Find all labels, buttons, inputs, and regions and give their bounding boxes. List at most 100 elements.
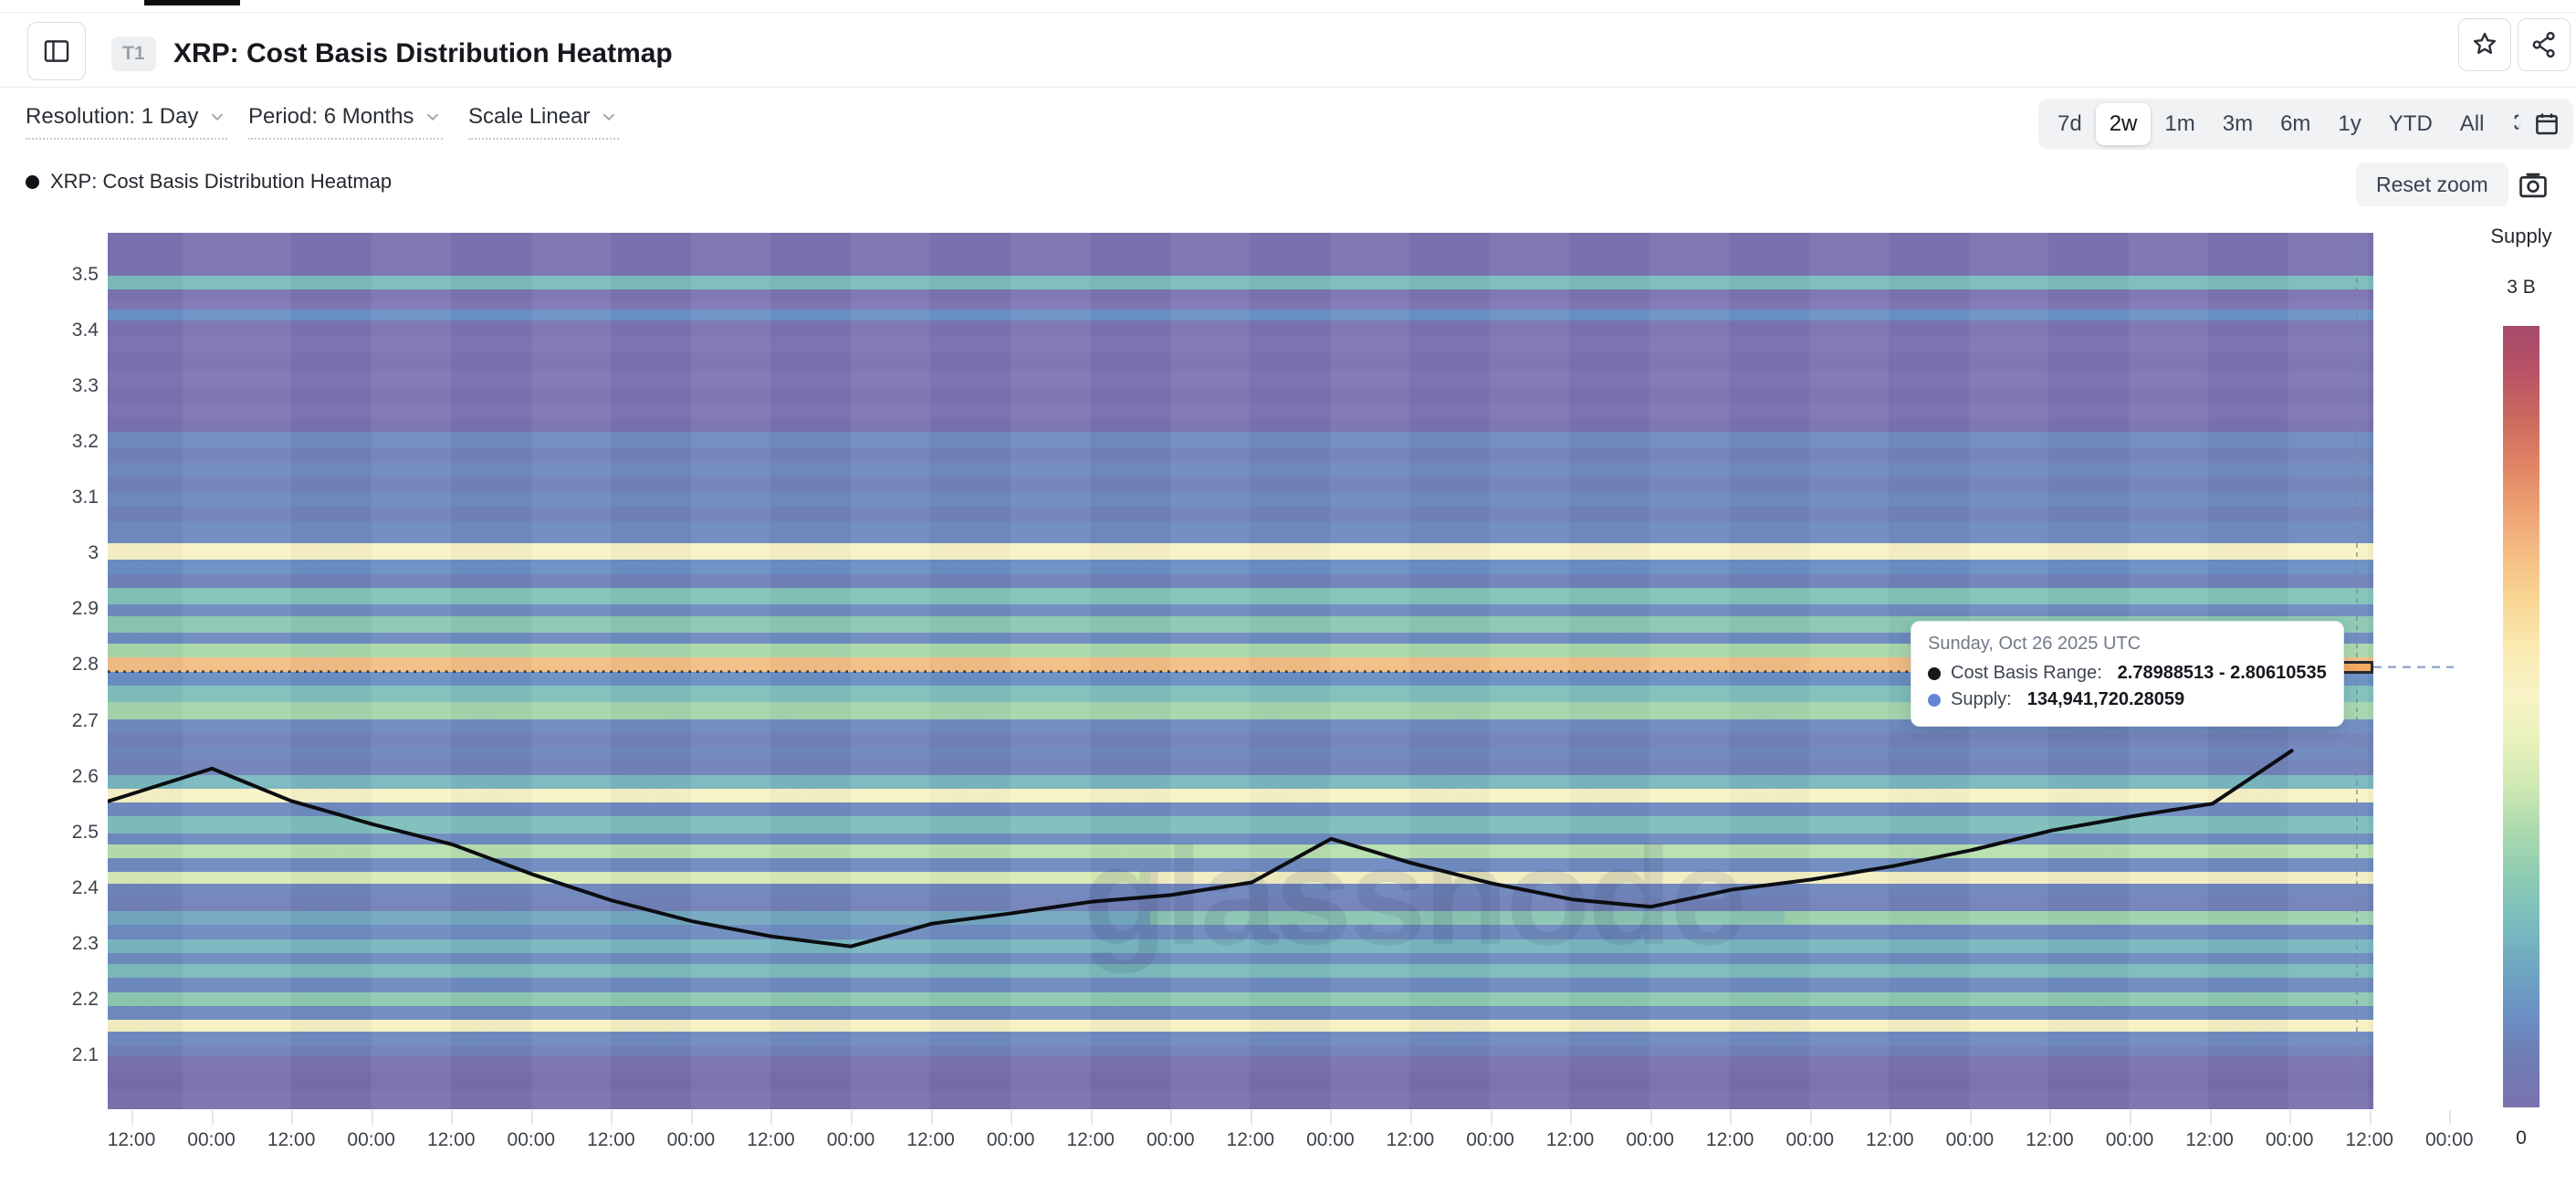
heatmap-band: [108, 289, 2373, 301]
sidebar-toggle-button[interactable]: [27, 22, 86, 80]
heatmap-band: [108, 476, 2373, 494]
tooltip-supply-label: Supply:: [1951, 689, 2012, 709]
y-axis-label: 2.7: [71, 709, 99, 731]
tooltip-supply-row: Supply: 134,941,720.28059: [1928, 687, 2327, 713]
panel-left-icon: [41, 36, 72, 67]
y-axis-label: 3.4: [71, 320, 99, 341]
series-label: XRP: Cost Basis Distribution Heatmap: [50, 170, 393, 193]
x-axis-tick: [131, 1110, 133, 1125]
y-axis-label: 2.2: [71, 988, 99, 1010]
heatmap-band: [108, 448, 2373, 463]
x-axis-tick: [1090, 1110, 1093, 1125]
x-axis-label: 00:00: [1626, 1129, 1674, 1150]
heatmap-band: [108, 560, 2373, 574]
x-axis-label: 12:00: [1545, 1129, 1595, 1150]
heatmap-band: [108, 802, 2373, 817]
range-ytd[interactable]: YTD: [2375, 103, 2446, 145]
heatmap-band: [108, 883, 2373, 897]
x-axis-label: 12:00: [747, 1129, 795, 1150]
y-axis-label: 2.9: [71, 598, 99, 620]
heatmap-band: [108, 747, 2373, 761]
scale-label: Scale Linear: [468, 104, 591, 129]
reset-zoom-button[interactable]: Reset zoom: [2356, 163, 2508, 206]
heatmap-band: [108, 671, 2373, 686]
heatmap-band: [108, 925, 2373, 939]
cost-basis-marker-icon: [1928, 666, 1941, 680]
y-axis-label: 3.2: [71, 431, 99, 453]
y-axis-label: 2.1: [71, 1043, 99, 1065]
star-icon: [2469, 29, 2500, 60]
x-axis-tick: [1570, 1110, 1573, 1125]
y-axis-label: 2.4: [71, 876, 99, 898]
colorbar-max-label: 3 B: [2507, 277, 2536, 298]
chart-tooltip: Sunday, Oct 26 2025 UTC Cost Basis Range…: [1911, 621, 2344, 727]
x-axis-label: 00:00: [1945, 1129, 1995, 1150]
heatmap-band: [108, 404, 2373, 418]
y-axis-label: 3.3: [71, 375, 99, 397]
heatmap-band: [108, 632, 2373, 645]
x-axis-tick: [1649, 1110, 1652, 1125]
x-axis-label: 12:00: [426, 1129, 476, 1150]
share-icon: [2529, 29, 2560, 60]
x-axis-tick: [371, 1110, 373, 1125]
favorite-button[interactable]: [2458, 18, 2511, 71]
heatmap-band: [108, 337, 2373, 354]
price-line: [108, 749, 2294, 949]
tooltip-cost-basis-row: Cost Basis Range: 2.78988513 - 2.8061053…: [1928, 660, 2327, 687]
heatmap-band: [108, 604, 2373, 616]
x-axis-label: 00:00: [826, 1129, 875, 1150]
heatmap-band: [108, 991, 2373, 1007]
tier-badge: T1: [111, 37, 156, 71]
calendar-button[interactable]: [2520, 99, 2573, 150]
heatmap-band: [108, 431, 2373, 449]
range-2w[interactable]: 2w: [2095, 103, 2152, 145]
colorbar-min-label: 0: [2516, 1127, 2527, 1148]
x-axis-tick: [2289, 1110, 2292, 1125]
x-axis-label: 12:00: [587, 1129, 635, 1150]
range-7d[interactable]: 7d: [2044, 103, 2096, 145]
heatmap-band: [108, 320, 2373, 338]
legend-row: XRP: Cost Basis Distribution Heatmap Res…: [0, 157, 2576, 212]
heatmap-band: [108, 953, 2373, 965]
x-axis-label: 12:00: [906, 1129, 955, 1150]
range-3m[interactable]: 3m: [2209, 103, 2267, 145]
y-axis-label: 3.1: [71, 487, 99, 509]
tooltip-supply-value: 134,941,720.28059: [2026, 689, 2185, 709]
screenshot-button[interactable]: [2512, 164, 2554, 206]
series-legend[interactable]: XRP: Cost Basis Distribution Heatmap: [26, 170, 392, 194]
chevron-down-icon: [423, 107, 443, 127]
toolbar: Resolution: 1 Day Period: 6 Months Scale…: [0, 91, 2576, 152]
heatmap-band: [108, 644, 2373, 658]
range-1y[interactable]: 1y: [2324, 103, 2374, 145]
calendar-icon: [2533, 110, 2560, 138]
heatmap-band: [108, 897, 2373, 912]
x-axis-tick: [611, 1110, 613, 1125]
share-button[interactable]: [2518, 18, 2571, 71]
x-axis-label: 12:00: [1066, 1129, 1115, 1150]
range-all[interactable]: All: [2446, 103, 2498, 145]
heatmap-band: [108, 760, 2373, 775]
x-axis-tick: [2449, 1110, 2452, 1125]
x-axis-tick: [2369, 1110, 2372, 1125]
y-axis-label: 2.3: [71, 932, 99, 954]
tooltip-date: Sunday, Oct 26 2025 UTC: [1928, 634, 2141, 654]
heatmap-plot[interactable]: glassnode: [108, 233, 2373, 1109]
scale-dropdown[interactable]: Scale Linear: [468, 104, 620, 140]
heatmap-band: [108, 300, 2373, 309]
heatmap-band: [108, 833, 2373, 844]
x-axis-label: 00:00: [986, 1129, 1035, 1150]
x-axis-tick: [2049, 1110, 2052, 1125]
tooltip-cost-basis-label: Cost Basis Range:: [1951, 663, 2102, 683]
x-axis-label: 12:00: [2026, 1129, 2074, 1150]
range-1m[interactable]: 1m: [2151, 103, 2208, 145]
range-6m[interactable]: 6m: [2267, 103, 2324, 145]
heatmap-band: [108, 732, 2373, 748]
range-selector: 7d 2w 1m 3m 6m 1y YTD All: [2038, 99, 2557, 150]
x-axis-label: 00:00: [1785, 1129, 1835, 1150]
resolution-dropdown[interactable]: Resolution: 1 Day: [26, 104, 228, 140]
x-axis-label: 12:00: [1386, 1129, 1435, 1150]
heatmap-band: [108, 718, 2373, 733]
x-axis-tick: [851, 1110, 853, 1125]
period-dropdown[interactable]: Period: 6 Months: [248, 104, 444, 140]
x-axis-tick: [1330, 1110, 1333, 1125]
